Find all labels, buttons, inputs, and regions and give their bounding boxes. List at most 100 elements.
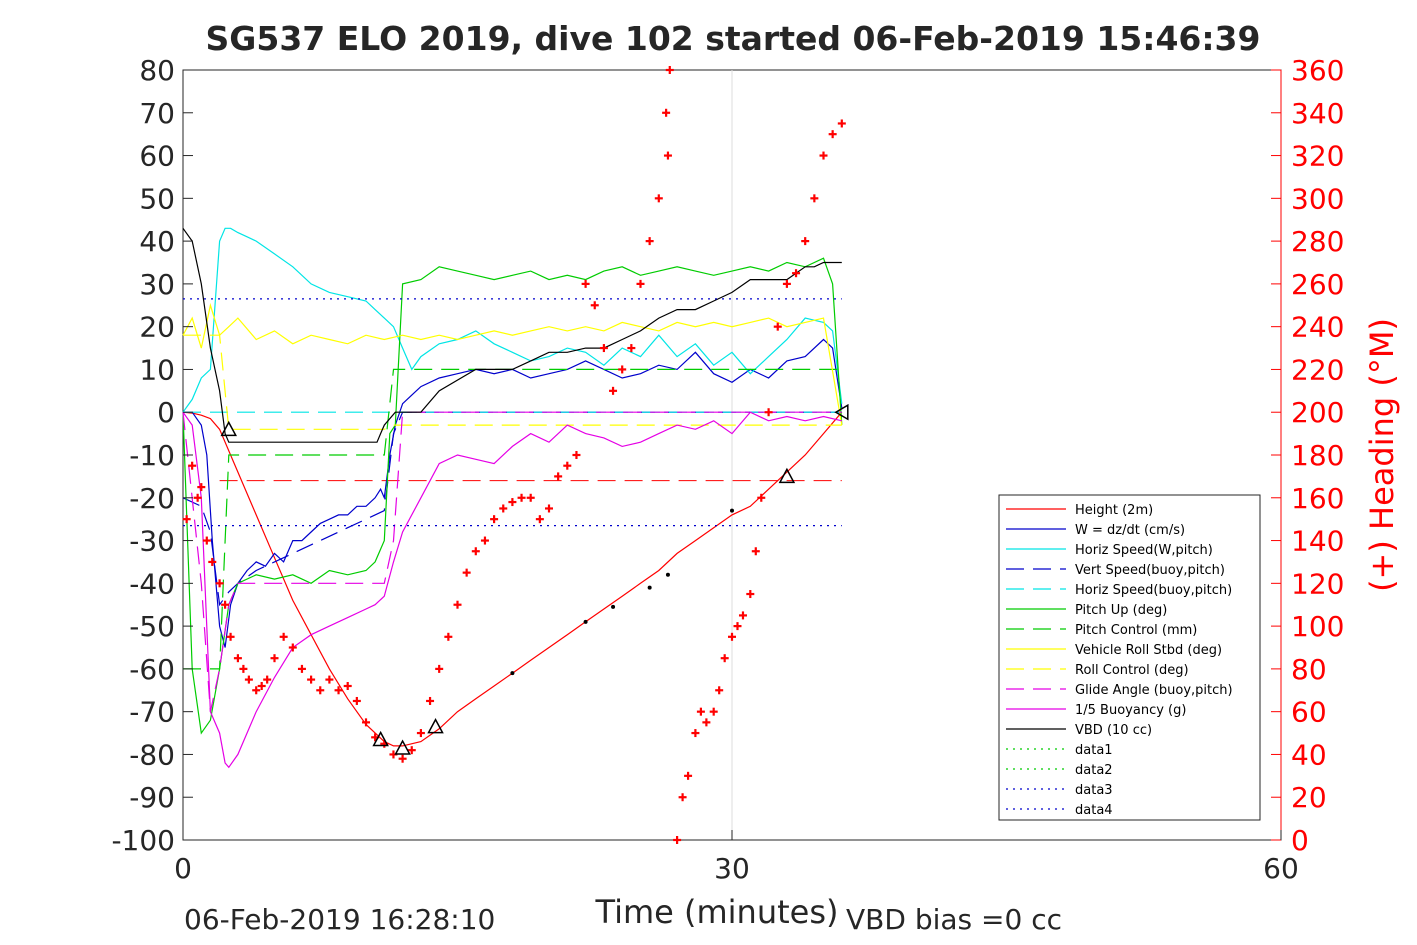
heading-point	[244, 675, 253, 684]
heading-point	[627, 344, 636, 353]
y2-tick-label: 320	[1291, 140, 1344, 173]
y-tick-label: 80	[139, 54, 175, 87]
legend-label: Horiz Speed(buoy,pitch)	[1075, 583, 1232, 598]
triangle-marker	[427, 718, 444, 734]
y-tick-label: -40	[129, 567, 175, 600]
y2-tick-label: 240	[1291, 311, 1344, 344]
heading-point	[257, 682, 266, 690]
y2-tick-label: 80	[1291, 653, 1327, 686]
y2-tick-label: 60	[1291, 696, 1327, 729]
heading-point	[407, 746, 416, 755]
height-dot	[510, 671, 515, 676]
y2-axis-label: (+) Heading (°M)	[1363, 318, 1401, 592]
legend-label: Pitch Control (mm)	[1075, 623, 1197, 638]
heading-point	[435, 664, 444, 673]
y2-tick-label: 160	[1291, 482, 1344, 515]
y2-tick-label: 140	[1291, 525, 1344, 558]
legend: Height (2m) W = dz/dt (cm/s) Horiz Speed(W…	[998, 494, 1261, 821]
heading-point	[572, 451, 581, 459]
heading-point	[828, 130, 837, 139]
heading-point	[453, 600, 462, 609]
series-line-7	[182, 302, 843, 426]
heading-point	[416, 729, 425, 738]
heading-point	[352, 696, 361, 705]
height-dot	[665, 572, 670, 577]
x-tick-label: 30	[714, 852, 750, 885]
legend-label: Height (2m)	[1075, 503, 1153, 518]
y-tick-label: 50	[139, 182, 175, 215]
series-line-9	[182, 411, 842, 712]
heading-point	[609, 386, 618, 395]
y-tick-label: -50	[129, 610, 175, 643]
heading-point	[307, 675, 316, 684]
heading-point	[673, 836, 682, 844]
legend-label: VBD (10 cc)	[1075, 723, 1152, 738]
triangle-marker	[394, 739, 411, 755]
series-line-10	[182, 411, 842, 769]
y-tick-label: 40	[139, 225, 175, 258]
heading-point	[709, 707, 718, 716]
heading-point	[563, 461, 572, 470]
legend-label: W = dz/dt (cm/s)	[1075, 523, 1185, 538]
series-line-8	[183, 334, 842, 430]
heading-point	[599, 344, 608, 353]
height-dot	[583, 619, 588, 624]
heading-point	[325, 675, 334, 684]
series-line-11	[182, 227, 842, 443]
y-tick-label: -100	[111, 824, 175, 857]
heading-point	[334, 686, 343, 695]
heading-point	[590, 301, 599, 310]
y-tick-label: -60	[129, 653, 175, 686]
y-tick-label: 30	[139, 268, 175, 301]
triangle-marker	[778, 467, 796, 484]
heading-point	[233, 654, 242, 663]
heading-point	[208, 557, 217, 566]
y-tick-label: 0	[157, 396, 175, 429]
heading-point	[801, 237, 810, 246]
y-tick-label: -10	[129, 439, 175, 472]
y-axis-right: 0 20 40 60 80 100 120 140 160 180 200 220 240 260 280 3…	[1271, 54, 1344, 857]
heading-point	[645, 237, 654, 246]
x-axis: 0 30 60	[174, 830, 1299, 885]
heading-point	[738, 611, 747, 620]
x-tick-label: 0	[174, 852, 192, 885]
y-tick-label: -70	[129, 696, 175, 729]
y2-tick-label: 100	[1291, 610, 1344, 643]
heading-point	[398, 754, 407, 763]
heading-point	[202, 536, 211, 545]
y-tick-label: 10	[139, 353, 175, 386]
heading-point	[691, 729, 700, 738]
heading-point	[773, 322, 782, 331]
height-dot	[611, 604, 616, 609]
heading-point	[728, 632, 736, 641]
footer-timestamp: 06-Feb-2019 16:28:10	[184, 903, 495, 936]
legend-label: Glide Angle (buoy,pitch)	[1075, 683, 1233, 698]
triangle-marker	[220, 420, 238, 437]
heading-point	[252, 686, 261, 695]
heading-point	[720, 654, 729, 663]
series-line-5	[182, 257, 843, 735]
heading-point	[526, 493, 535, 502]
legend-label: Horiz Speed(W,pitch)	[1075, 543, 1213, 558]
legend-label: data2	[1075, 763, 1113, 778]
plot-markers	[182, 66, 849, 844]
y2-tick-label: 360	[1291, 54, 1344, 87]
heading-point	[499, 504, 508, 513]
y2-tick-label: 40	[1291, 738, 1327, 771]
heading-point	[239, 664, 248, 673]
heading-point	[665, 66, 674, 74]
y2-tick-label: 300	[1291, 182, 1344, 215]
heading-point	[188, 461, 197, 470]
heading-point	[733, 622, 742, 631]
x-tick-label: 60	[1263, 852, 1299, 885]
heading-point	[270, 654, 279, 663]
heading-point	[297, 664, 306, 673]
heading-point	[343, 682, 352, 690]
y-tick-label: -30	[129, 525, 175, 558]
heading-point	[471, 547, 480, 556]
heading-point	[508, 498, 517, 507]
y-tick-label: -20	[129, 482, 175, 515]
heading-point	[663, 151, 672, 160]
y-axis-left: -100-90-80-70-60-50-40-30-20-10010203040…	[111, 54, 193, 857]
